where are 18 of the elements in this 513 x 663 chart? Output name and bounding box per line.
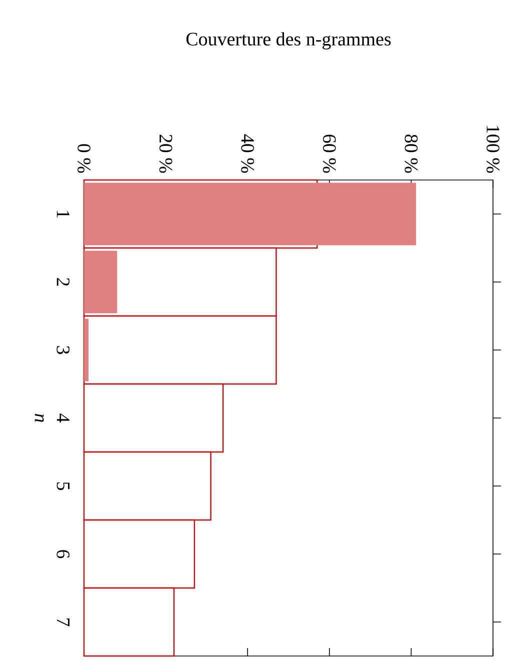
x-tick-label: 0 %: [78, 144, 90, 173]
y-tick-label: 4: [56, 414, 70, 422]
y-tick-label: 2: [56, 278, 70, 286]
x-tick-label: 60 %: [322, 134, 336, 173]
y-axis-title: n: [34, 414, 44, 422]
y-tick-label: 5: [56, 482, 70, 490]
y-tick-label: 7: [57, 618, 70, 626]
x-tick-label: 100 %: [486, 126, 500, 173]
x-tick-label: 40 %: [241, 134, 254, 173]
bar: [84, 182, 416, 246]
y-tick-label: 3: [56, 346, 70, 354]
y-tick-label: 6: [56, 550, 70, 558]
bar: [84, 250, 118, 314]
y-tick-label: 1: [56, 210, 70, 218]
x-tick-label: 80 %: [404, 134, 418, 173]
bar: [84, 318, 88, 382]
x-tick-label: 20 %: [159, 134, 172, 173]
chart-title: Couverture des n-grammes: [186, 32, 391, 50]
